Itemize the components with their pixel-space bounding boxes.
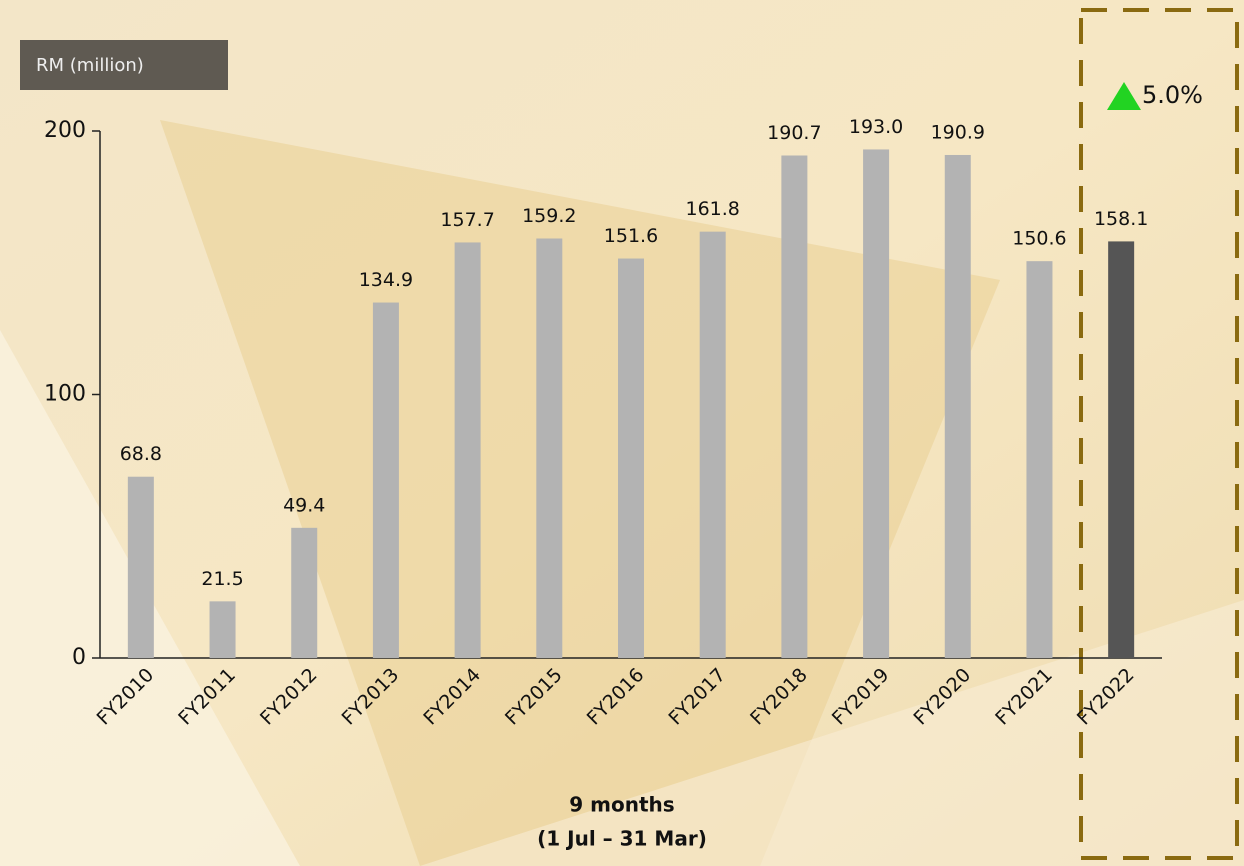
data-label: 193.0 — [849, 116, 903, 138]
annotation: 5.0% — [1142, 81, 1203, 109]
data-label: 21.5 — [201, 568, 243, 590]
bar — [781, 155, 808, 658]
bar — [1108, 241, 1135, 658]
bar — [1026, 261, 1053, 658]
y-axis-label: RM (million) — [36, 55, 144, 76]
data-label: 190.7 — [767, 122, 821, 144]
bar — [291, 527, 318, 658]
y-tick-label: 0 — [72, 645, 86, 670]
bar — [699, 231, 726, 659]
data-label: 161.8 — [685, 198, 739, 220]
data-label: 159.2 — [522, 205, 576, 227]
up-arrow — [1107, 82, 1141, 110]
y-tick-label: 200 — [44, 118, 86, 143]
x-axis-label: (1 Jul – 31 Mar) — [537, 827, 707, 851]
data-label: 190.9 — [931, 121, 985, 143]
data-label: 134.9 — [359, 269, 413, 291]
bar — [944, 154, 971, 658]
bar — [618, 258, 644, 658]
y-tick-label: 100 — [44, 382, 86, 407]
y-label-box — [20, 40, 228, 90]
bar — [454, 242, 481, 658]
bar — [127, 476, 154, 658]
data-label: 151.6 — [604, 225, 658, 247]
data-label: 158.1 — [1094, 208, 1148, 230]
bar — [863, 149, 890, 658]
x-axis-label: 9 months — [569, 793, 674, 817]
data-label: 49.4 — [283, 494, 325, 516]
data-label: 150.6 — [1012, 228, 1066, 250]
bar — [209, 601, 236, 658]
data-label: 68.8 — [120, 443, 162, 465]
bar — [372, 302, 399, 658]
data-label: 157.7 — [440, 209, 494, 231]
bar — [536, 238, 563, 658]
background-shape — [420, 600, 1244, 866]
